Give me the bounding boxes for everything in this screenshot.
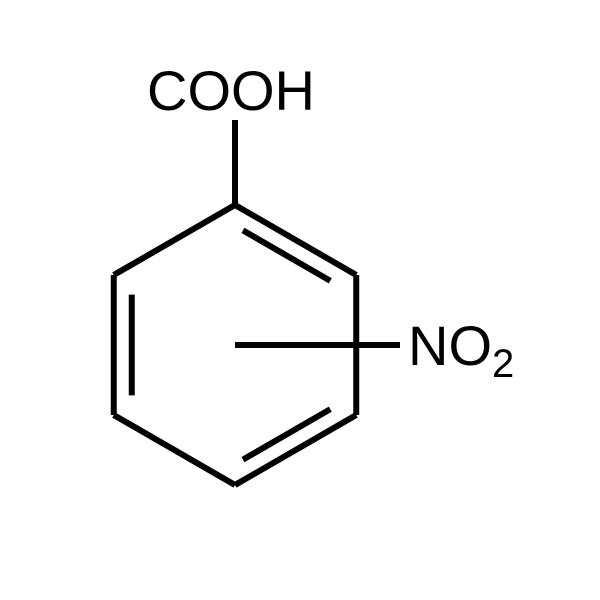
ring-bond [114, 415, 235, 485]
ring-bond [235, 205, 356, 275]
label-cooh: COOH [147, 59, 315, 122]
label-no2: NO2 [408, 314, 514, 386]
molecule-diagram: COOH NO2 [0, 0, 600, 600]
ring-bond [235, 415, 356, 485]
ring-bond [114, 205, 235, 275]
